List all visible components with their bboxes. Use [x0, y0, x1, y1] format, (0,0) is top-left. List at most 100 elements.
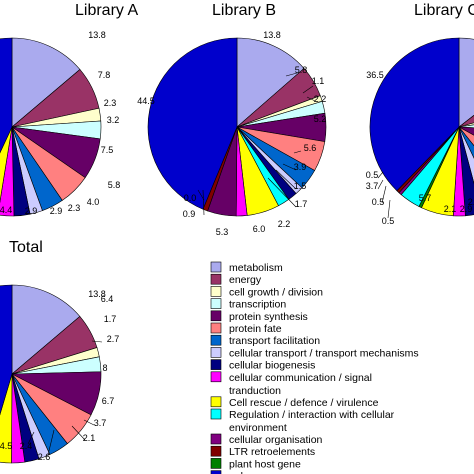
data-label: 1.5	[294, 181, 307, 191]
data-label: 5.2	[314, 114, 327, 124]
chart-title: Library A	[75, 2, 138, 19]
leader-line	[282, 163, 297, 171]
data-label: 0.5	[366, 170, 379, 180]
data-label: 13.8	[263, 30, 281, 40]
data-label: 2.1	[83, 433, 96, 443]
data-label: 6.0	[253, 224, 266, 234]
legend-label: cellular organisation	[229, 434, 323, 446]
legend-label: transcription	[229, 299, 286, 311]
legend-label: energy	[229, 274, 262, 286]
legend-label-cont: tranduction	[229, 385, 281, 397]
data-label: 3.7	[366, 181, 379, 191]
data-label: 2.9	[25, 206, 38, 216]
data-label: 36.5	[366, 70, 384, 80]
data-label: 6.7	[102, 396, 115, 406]
data-label: 1.1	[312, 76, 325, 86]
data-label: 4.5	[0, 441, 12, 451]
data-label: 0.0	[184, 193, 197, 203]
data-label: 2.7	[107, 334, 120, 344]
data-label: 1.7	[295, 199, 308, 209]
leader-line	[47, 429, 55, 456]
legend-swatch	[210, 334, 222, 346]
legend-swatch	[210, 470, 222, 474]
pie-slice	[0, 37, 13, 154]
data-label: 13.8	[88, 30, 106, 40]
data-label: 5.8	[108, 180, 121, 190]
legend-label: cellular transport / transport mechanism…	[229, 347, 419, 359]
data-label: 2.9	[460, 204, 473, 214]
legend-label: cell growth / division	[229, 286, 323, 298]
leader-line	[377, 179, 384, 190]
leader-line	[71, 425, 86, 441]
data-label: 5.6	[304, 143, 317, 153]
data-label: 2.9	[50, 206, 63, 216]
data-label: 2.3	[68, 203, 81, 213]
pie-chart	[0, 37, 102, 217]
data-label: 1.7	[104, 314, 117, 324]
leader-line	[387, 199, 391, 219]
leader-line	[27, 431, 35, 445]
leader-line	[293, 150, 302, 154]
data-label: 2.6	[38, 452, 51, 462]
legend-swatch	[210, 408, 222, 420]
legend-swatch	[210, 310, 222, 322]
legend-label: metabolism	[229, 262, 283, 274]
legend-swatch	[210, 298, 222, 309]
legend-label: plant host gene	[229, 458, 301, 470]
legend-swatch	[210, 261, 222, 273]
legend-label-cont: environment	[229, 422, 287, 434]
leader-line	[267, 177, 297, 208]
legend-label: cellular communication / signal	[229, 372, 372, 384]
legend-swatch	[210, 396, 222, 408]
leader-line	[202, 189, 205, 216]
data-label: 7.5	[101, 145, 114, 155]
pie-slice	[0, 284, 13, 416]
leader-line	[302, 85, 314, 94]
data-label: 5.8	[295, 65, 308, 75]
pie-slice	[11, 284, 81, 375]
pie-chart	[0, 284, 103, 464]
pie-chart	[369, 37, 474, 219]
data-label: 7.8	[98, 70, 111, 80]
pie-slice	[236, 37, 305, 128]
pie-chart	[147, 37, 327, 217]
data-label: 5.3	[216, 227, 229, 237]
leader-line	[381, 185, 387, 204]
pie-slice	[0, 126, 15, 217]
legend-swatch	[210, 273, 222, 285]
pie-slice	[147, 37, 238, 210]
legend-label: protein synthesis	[229, 311, 308, 323]
legend-label: Cell rescue / defence / virulence	[229, 397, 379, 409]
data-label: 2.3	[104, 98, 117, 108]
legend-label: cellular biogenesis	[229, 360, 315, 372]
legend-swatch	[210, 347, 222, 358]
legend-swatch	[210, 433, 222, 445]
data-label: 3.2	[107, 115, 120, 125]
data-label: 0.9	[183, 209, 196, 219]
legend-label: LTR retroelements	[229, 446, 315, 458]
leader-line	[91, 340, 103, 343]
leader-line	[285, 72, 298, 77]
data-label: 0.5	[372, 197, 385, 207]
data-label: 2.4	[20, 441, 33, 451]
legend-label: protein fate	[229, 323, 282, 335]
legend-swatch	[210, 371, 222, 383]
pie-slice	[0, 373, 13, 464]
legend-swatch	[210, 445, 222, 457]
data-label: 2.2	[278, 219, 291, 229]
data-label: 13.8	[88, 289, 106, 299]
pie-slice	[0, 126, 13, 204]
chart-title: Library C	[414, 2, 474, 19]
pie-slice	[11, 37, 81, 128]
data-label: 0.5	[382, 216, 395, 226]
legend-label: unknown	[229, 471, 271, 474]
data-label: 2.2	[314, 94, 327, 104]
leader-line	[377, 171, 384, 179]
leader-line	[197, 189, 205, 201]
leader-line	[306, 96, 316, 102]
legend-label: Regulation / interaction with cellular	[229, 409, 395, 421]
data-label: 44.5	[137, 96, 155, 106]
data-label: 2.1	[444, 204, 457, 214]
chart-title: Library B	[212, 2, 276, 19]
